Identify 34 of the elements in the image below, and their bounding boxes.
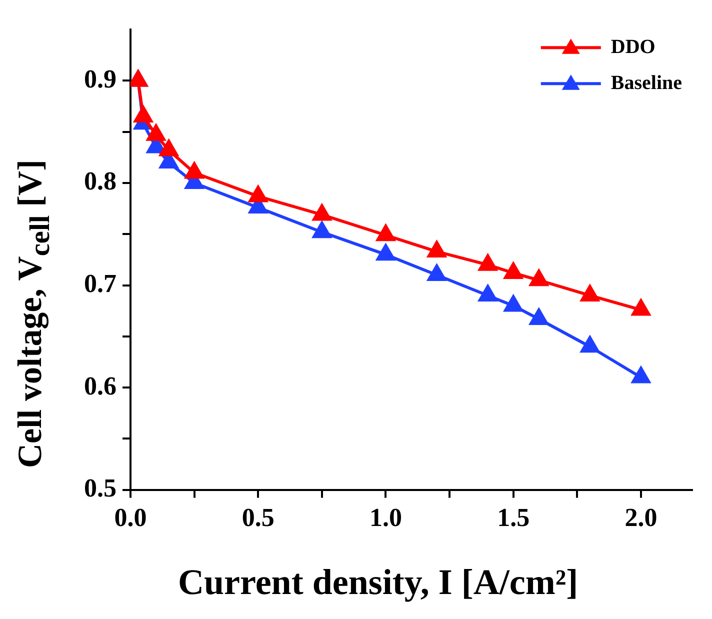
y-tick-label: 0.9	[84, 64, 116, 94]
legend-label: DDO	[610, 36, 656, 58]
x-axis-title: Current density, I [A/cm²]	[178, 561, 578, 603]
y-tick-label: 0.7	[84, 268, 116, 298]
point	[312, 222, 332, 238]
point	[427, 241, 446, 258]
point	[376, 244, 396, 261]
x-tick-label: 1.5	[497, 503, 530, 532]
point	[530, 308, 548, 326]
point	[632, 299, 650, 316]
y-tick-label: 0.5	[84, 474, 116, 503]
point	[632, 366, 650, 384]
point	[185, 162, 204, 179]
x-tick-label: 0.0	[114, 503, 147, 532]
y-tick-label: 0.8	[84, 166, 116, 196]
y-tick-label: 0.6	[84, 371, 116, 400]
point	[504, 295, 523, 312]
point	[478, 254, 498, 271]
point	[580, 336, 600, 353]
point	[146, 124, 166, 141]
x-tick-label: 0.5	[242, 503, 274, 532]
point	[134, 106, 153, 123]
point	[248, 186, 268, 202]
x-tick-label: 1.0	[369, 503, 402, 532]
point	[580, 284, 600, 302]
point	[376, 224, 396, 242]
point	[312, 204, 332, 221]
legend-label: Baseline	[610, 72, 682, 94]
point	[504, 262, 523, 279]
point	[478, 284, 498, 302]
x-tick-label: 2.0	[624, 503, 658, 532]
point	[159, 140, 178, 156]
point	[530, 270, 548, 286]
point	[427, 264, 446, 282]
